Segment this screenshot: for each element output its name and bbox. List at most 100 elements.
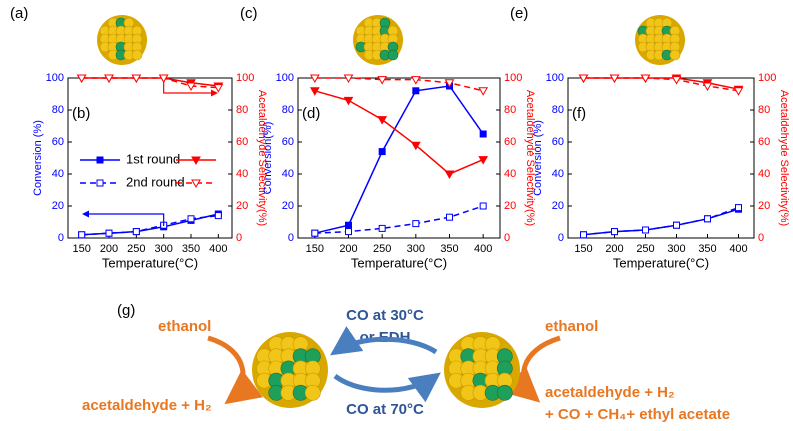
x-tick-label: 150 <box>574 243 592 255</box>
marker <box>309 74 320 84</box>
legend-label: 1st round <box>126 151 180 166</box>
x-tick-label: 350 <box>182 243 200 255</box>
y-tick-label: 20 <box>282 200 294 212</box>
y2-tick-label: 40 <box>758 168 770 180</box>
y-tick-label: 40 <box>52 168 64 180</box>
marker <box>410 141 421 151</box>
y2-tick-label: 100 <box>758 72 776 84</box>
marker <box>78 231 86 239</box>
y-axis-label: Conversion (%) <box>32 120 44 196</box>
marker <box>104 74 114 84</box>
panel-label: (g) <box>117 302 135 319</box>
marker <box>580 231 587 239</box>
output-label: acetaldehyde + H₂ <box>545 384 675 401</box>
y-tick-label: 20 <box>52 200 64 212</box>
marker <box>444 79 455 88</box>
plot-frame <box>567 77 755 239</box>
y-tick-label: 80 <box>552 104 564 116</box>
atom <box>304 384 321 401</box>
marker <box>444 170 455 180</box>
atom <box>131 49 143 61</box>
axis-arrow <box>86 213 165 226</box>
y-tick-label: 40 <box>282 168 294 180</box>
transform-arrow <box>330 326 438 356</box>
marker <box>446 213 453 221</box>
series-line <box>81 213 219 236</box>
y2-tick-label: 0 <box>504 232 510 244</box>
y2-tick-label: 0 <box>236 232 242 244</box>
nanoparticle <box>97 15 147 65</box>
y2-tick-label: 40 <box>504 168 516 180</box>
x-tick-label: 350 <box>698 243 716 255</box>
x-tick-label: 150 <box>72 243 90 255</box>
marker <box>704 215 711 223</box>
condition-label: CO at 70°C <box>346 401 424 418</box>
x-tick-label: 300 <box>154 243 172 255</box>
y-tick-label: 0 <box>288 232 294 244</box>
y-tick-label: 40 <box>552 168 564 180</box>
marker <box>186 82 196 92</box>
y-axis-label: Conversion(%) <box>262 122 274 195</box>
y2-axis-label: Acetaldehyde Selectivity(%) <box>778 90 790 226</box>
series-line <box>81 77 219 87</box>
marker <box>377 76 388 85</box>
nanoparticle <box>635 15 685 65</box>
marker <box>640 74 651 84</box>
scheme: (g) ethanol acetaldehyde + H₂ CO at 30°C… <box>82 302 730 423</box>
marker <box>76 74 87 84</box>
marker <box>132 228 140 236</box>
y2-tick-label: 20 <box>504 200 516 212</box>
y2-tick-label: 80 <box>504 104 516 116</box>
series-line <box>81 77 219 89</box>
x-tick-label: 350 <box>440 243 458 255</box>
reaction-arrow <box>502 335 561 403</box>
y2-tick-label: 80 <box>758 104 770 116</box>
nanoparticle <box>252 332 328 408</box>
x-tick-label: 400 <box>474 243 492 255</box>
marker <box>642 226 649 234</box>
x-tick-label: 400 <box>729 243 747 255</box>
series-line <box>81 214 219 236</box>
marker <box>673 221 680 229</box>
y-axis-label: Conversion (%) <box>532 120 544 196</box>
x-tick-label: 250 <box>373 243 391 255</box>
marker <box>412 220 420 228</box>
y-tick-label: 100 <box>46 72 64 84</box>
x-tick-label: 400 <box>209 243 227 255</box>
input-label: ethanol <box>545 318 598 335</box>
x-tick-label: 250 <box>636 243 654 255</box>
y2-tick-label: 20 <box>236 200 248 212</box>
x-tick-label: 300 <box>667 243 685 255</box>
marker <box>671 76 682 85</box>
y2-tick-label: 60 <box>236 136 248 148</box>
y-tick-label: 20 <box>552 200 564 212</box>
legend-marker <box>96 179 104 187</box>
marker <box>733 87 744 96</box>
y2-tick-label: 20 <box>758 200 770 212</box>
y-tick-label: 100 <box>276 72 294 84</box>
condition-label: CO at 30°C <box>346 307 424 324</box>
y2-tick-label: 0 <box>758 232 764 244</box>
atom <box>669 49 681 61</box>
marker <box>578 74 589 84</box>
x-tick-label: 200 <box>339 243 357 255</box>
legend-marker <box>191 156 201 166</box>
y2-tick-label: 80 <box>236 104 248 116</box>
nanoparticle <box>444 332 520 408</box>
x-axis-label: Temperature(°C) <box>102 255 198 270</box>
marker <box>479 202 487 210</box>
marker <box>343 96 354 106</box>
arrow-head <box>211 89 218 97</box>
x-tick-label: 150 <box>306 243 324 255</box>
y-tick-label: 100 <box>546 72 564 84</box>
marker <box>105 229 113 237</box>
series-line <box>314 85 484 234</box>
nanoparticle <box>353 15 403 65</box>
panel-label: (e) <box>510 5 528 22</box>
x-axis-label: Temperature(°C) <box>613 255 709 270</box>
series-line <box>583 208 739 236</box>
y-tick-label: 80 <box>52 104 64 116</box>
marker <box>378 148 386 156</box>
y2-tick-label: 40 <box>236 168 248 180</box>
